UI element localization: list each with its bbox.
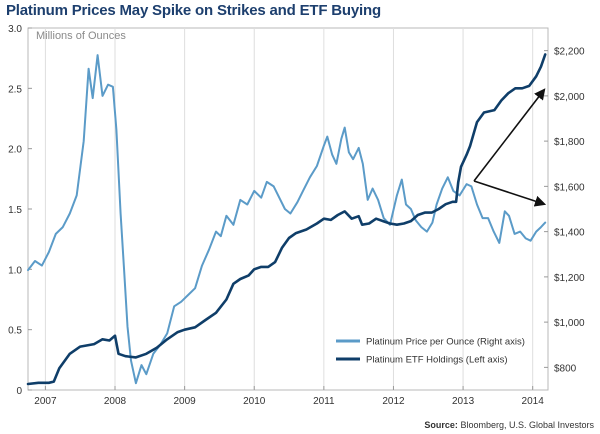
right-tick-label: $2,200 bbox=[554, 47, 585, 58]
price-series-line bbox=[27, 54, 547, 385]
arrow-right bbox=[473, 180, 547, 207]
legend-label: Platinum Price per Ounce (Right axis) bbox=[366, 337, 525, 348]
chart-title: Platinum Prices May Spike on Strikes and… bbox=[6, 2, 381, 19]
arrow-up bbox=[473, 88, 546, 182]
left-tick-label: 1.0 bbox=[8, 265, 22, 276]
left-tick-label: 2.5 bbox=[8, 84, 22, 95]
x-tick-label: 2008 bbox=[104, 396, 127, 407]
right-tick-label: $2,000 bbox=[554, 92, 585, 103]
x-tick-label: 2012 bbox=[382, 396, 405, 407]
source-label: Source: bbox=[424, 420, 458, 430]
x-tick-label: 2014 bbox=[522, 396, 545, 407]
right-axis: $800 $1,000 $1,200 $1,400 $1,600 $1,800 $2,000… bbox=[544, 47, 585, 374]
left-tick-label: 3.0 bbox=[8, 24, 22, 35]
legend: Platinum Price per Ounce (Right axis) Pla… bbox=[336, 337, 525, 366]
x-tick-label: 2010 bbox=[243, 396, 266, 407]
left-tick-label: 1.5 bbox=[8, 205, 22, 216]
left-tick-label: 2.0 bbox=[8, 145, 22, 156]
left-axis: 0 0.5 1.0 1.5 2.0 2.5 3.0 bbox=[8, 24, 32, 397]
left-tick-label: 0.5 bbox=[8, 326, 22, 337]
x-tick-label: 2013 bbox=[452, 396, 475, 407]
x-tick-label: 2007 bbox=[34, 396, 57, 407]
left-tick-label: 0 bbox=[16, 386, 22, 397]
right-tick-label: $1,800 bbox=[554, 137, 585, 148]
series-group bbox=[26, 53, 547, 386]
right-tick-label: $800 bbox=[554, 363, 577, 374]
x-tick-label: 2011 bbox=[313, 396, 335, 407]
right-tick-label: $1,600 bbox=[554, 182, 585, 193]
left-axis-label: Millions of Ounces bbox=[36, 30, 126, 42]
right-tick-label: $1,000 bbox=[554, 318, 585, 329]
x-tick-label: 2009 bbox=[174, 396, 197, 407]
right-tick-label: $1,400 bbox=[554, 228, 585, 239]
annotation-arrows bbox=[473, 88, 547, 207]
source-note: Source: Bloomberg, U.S. Global Investors bbox=[424, 420, 594, 430]
legend-label: Platinum ETF Holdings (Left axis) bbox=[366, 355, 508, 366]
right-tick-label: $1,200 bbox=[554, 273, 585, 284]
source-text: Bloomberg, U.S. Global Investors bbox=[460, 420, 594, 430]
x-axis: 2007 2008 2009 2010 2011 2012 2013 2014 bbox=[34, 386, 544, 407]
etf-series-line bbox=[26, 53, 547, 386]
x-gridlines bbox=[44, 28, 534, 390]
